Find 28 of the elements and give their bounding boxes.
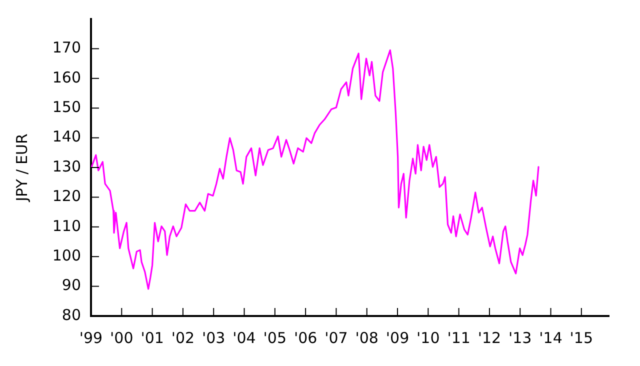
x-tick-label: '04 xyxy=(232,328,256,347)
x-tick-label: '11 xyxy=(447,328,470,347)
y-tick-label: 90 xyxy=(62,276,81,294)
x-tick-label: '14 xyxy=(539,328,562,347)
x-tick-label: '03 xyxy=(202,328,226,347)
x-tick-label: '12 xyxy=(478,328,502,347)
y-tick-label: 120 xyxy=(52,187,81,206)
y-tick-label: 150 xyxy=(52,98,81,116)
x-tick-label: '02 xyxy=(171,328,195,347)
x-tick-label: '08 xyxy=(355,328,378,347)
x-tick-label: '01 xyxy=(140,328,164,347)
x-tick-label: '05 xyxy=(263,328,287,347)
x-tick-label: '00 xyxy=(110,328,134,347)
x-tick-label: '15 xyxy=(570,328,594,347)
y-axis-title: JPY / EUR xyxy=(12,134,31,202)
y-tick-label: 110 xyxy=(52,216,81,235)
y-tick-label: 100 xyxy=(52,246,81,264)
y-tick-label: 160 xyxy=(52,68,81,86)
x-tick-label: '13 xyxy=(508,328,532,347)
y-tick-label: 80 xyxy=(62,306,81,324)
x-tick-label: '10 xyxy=(416,328,440,347)
y-tick-label: 140 xyxy=(52,128,81,146)
y-tick-label: 130 xyxy=(52,157,81,176)
x-tick-label: '07 xyxy=(324,328,348,347)
x-tick-label: '09 xyxy=(386,328,410,347)
y-tick-label: 170 xyxy=(52,38,81,57)
x-tick-label: '06 xyxy=(294,328,318,347)
x-tick-label: '99 xyxy=(79,328,103,347)
